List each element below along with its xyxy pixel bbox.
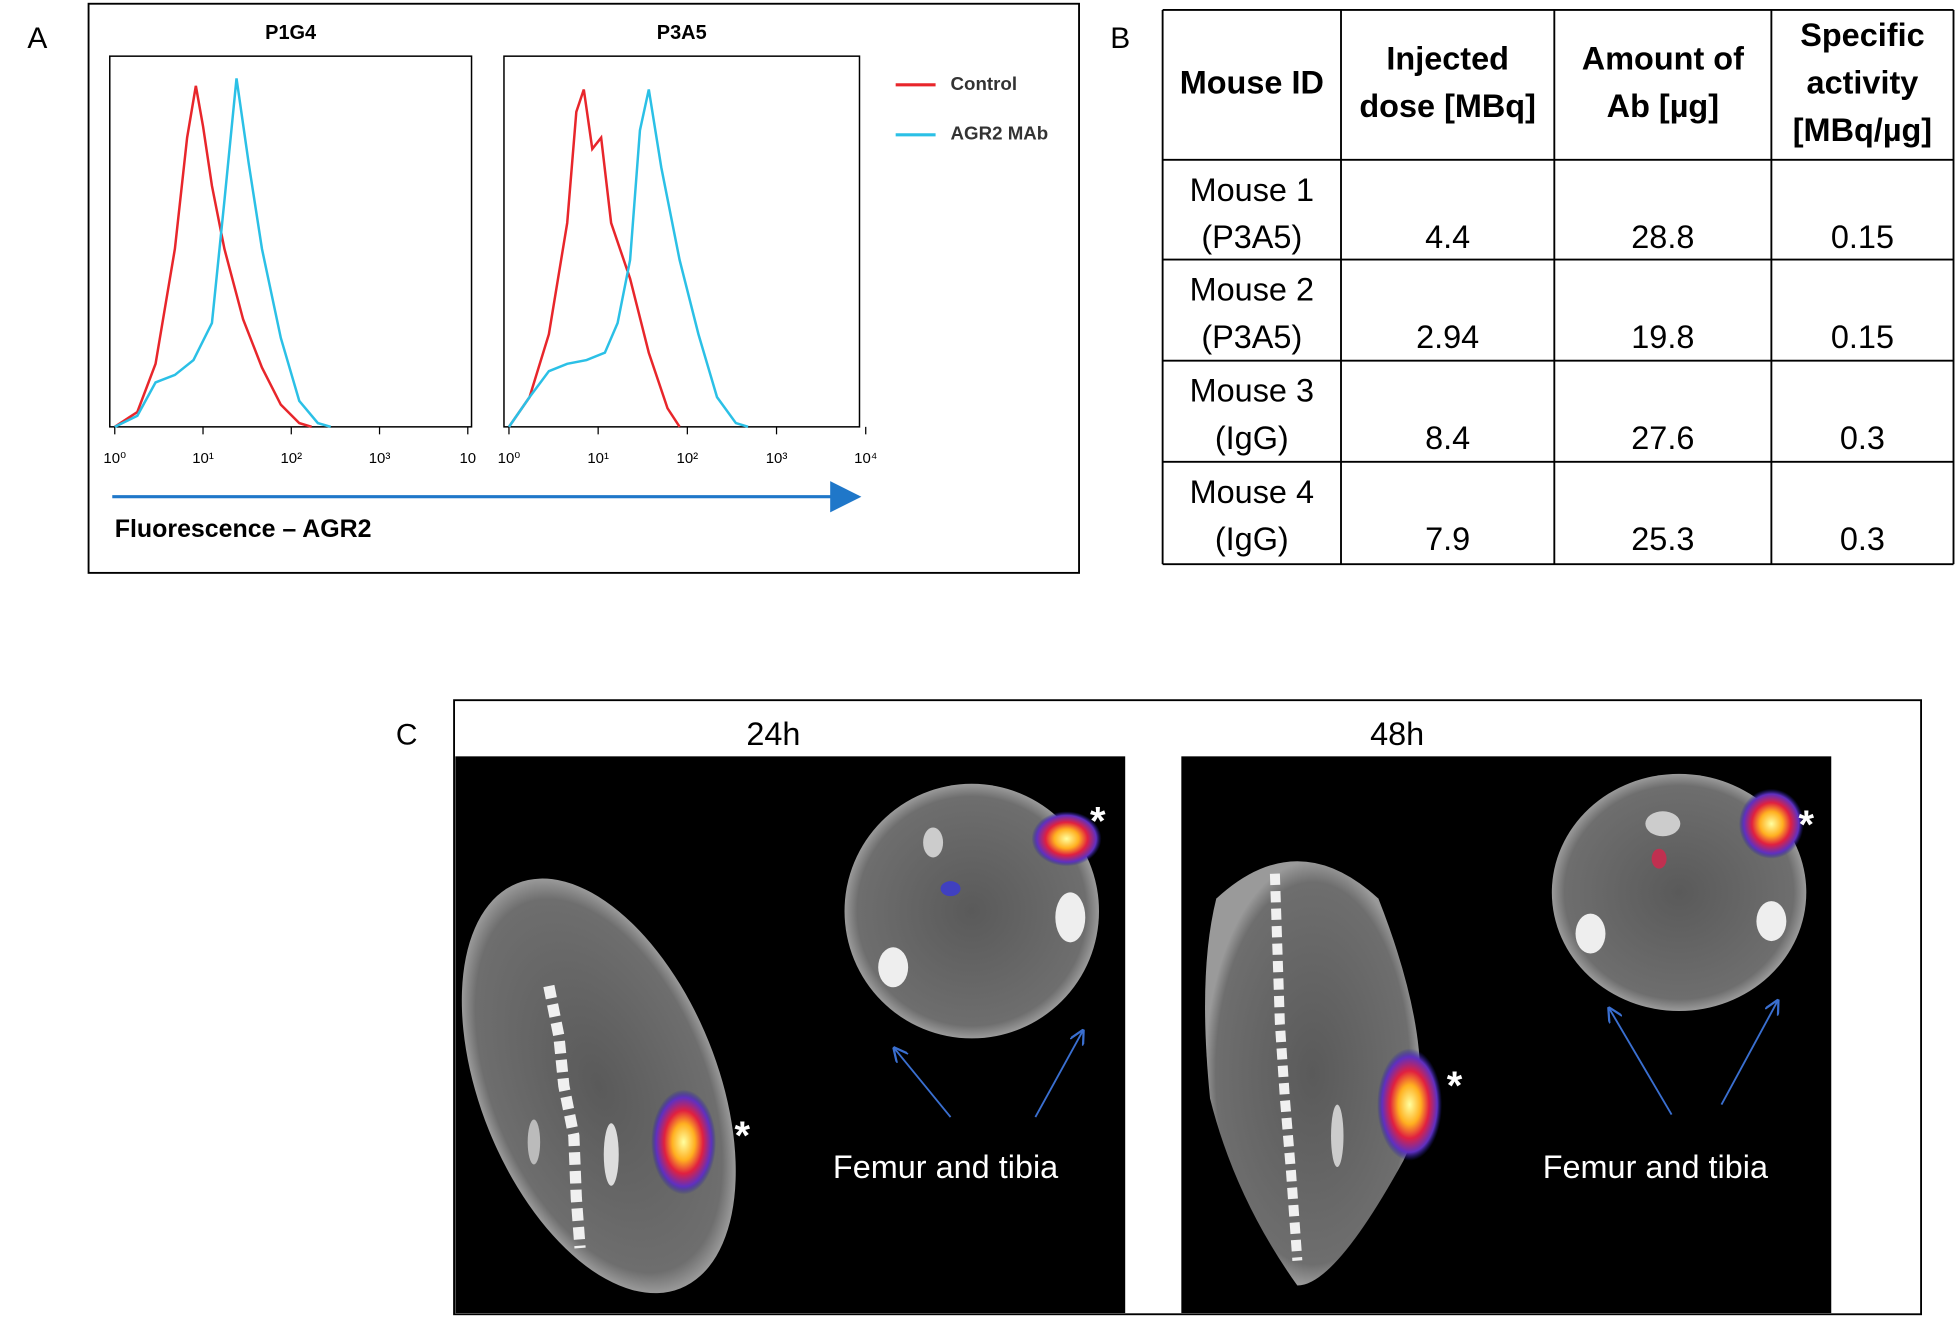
table-cell: 2.94 — [1416, 319, 1479, 355]
table-cell: (IgG) — [1215, 420, 1289, 456]
table-header: Amount of — [1582, 41, 1744, 77]
asterisk: * — [734, 1114, 750, 1158]
x-tick-label: 10⁰ — [103, 450, 126, 467]
chart-title: P1G4 — [265, 22, 316, 44]
x-tick-label: 10 — [459, 450, 476, 467]
panel-frame — [87, 2, 1080, 574]
panel-label: A — [27, 22, 47, 55]
panel-label: C — [396, 718, 418, 751]
x-tick-label: 10¹ — [587, 450, 609, 467]
x-axis-label: Fluorescence – AGR2 — [115, 515, 372, 543]
table-cell: (IgG) — [1215, 521, 1289, 557]
ct-image-48h — [1181, 756, 1832, 1314]
table-cell: 0.15 — [1831, 319, 1894, 355]
table-cell: 8.4 — [1425, 420, 1470, 456]
table-cell: Mouse 3 — [1190, 373, 1314, 409]
x-tick-label: 10³ — [766, 450, 788, 467]
table-cell: 19.8 — [1631, 319, 1694, 355]
plot-frame — [503, 55, 861, 428]
table-cell: Mouse 4 — [1190, 474, 1314, 510]
x-tick-label: 10² — [677, 450, 699, 467]
table-cell: 4.4 — [1425, 219, 1470, 255]
table-header: dose [MBq] — [1359, 88, 1536, 124]
table-header: Specific — [1800, 17, 1924, 53]
table-cell: 0.3 — [1840, 521, 1885, 557]
histogram-line — [114, 85, 312, 429]
panel-frame — [453, 699, 1923, 1316]
histogram-line — [507, 89, 681, 428]
asterisk: * — [1447, 1064, 1463, 1108]
table-header: Mouse ID — [1180, 64, 1324, 100]
image-title: 48h — [1370, 716, 1424, 752]
table-cell: Mouse 1 — [1190, 172, 1314, 208]
table-cell: (P3A5) — [1201, 219, 1302, 255]
table-cell: 0.15 — [1831, 219, 1894, 255]
x-tick-label: 10³ — [369, 450, 391, 467]
table-header: [MBq/µg] — [1793, 112, 1932, 148]
annotation: Femur and tibia — [833, 1149, 1059, 1185]
table-header: activity — [1807, 64, 1919, 100]
legend-label: AGR2 MAb — [951, 123, 1049, 144]
table-cell: 25.3 — [1631, 521, 1694, 557]
asterisk: * — [1799, 803, 1815, 847]
ct-image-24h — [455, 756, 1126, 1314]
x-tick-label: 10⁰ — [498, 450, 521, 467]
histogram-line — [507, 89, 749, 429]
asterisk: * — [1090, 799, 1106, 843]
table-cell: 28.8 — [1631, 219, 1694, 255]
annotation: Femur and tibia — [1543, 1149, 1769, 1185]
table-header: Injected — [1386, 41, 1509, 77]
table-cell: 7.9 — [1425, 521, 1470, 557]
table-header: Ab [µg] — [1607, 88, 1719, 124]
x-tick-label: 10⁴ — [854, 450, 877, 467]
histogram-line — [114, 78, 332, 429]
panel-label: B — [1110, 22, 1130, 55]
table-cell: (P3A5) — [1201, 319, 1302, 355]
x-tick-label: 10² — [280, 450, 302, 467]
image-title: 24h — [746, 716, 800, 752]
x-tick-label: 10¹ — [192, 450, 214, 467]
table-cell: 0.3 — [1840, 420, 1885, 456]
chart-title: P3A5 — [657, 22, 707, 44]
table-cell: 27.6 — [1631, 420, 1694, 456]
table-cell: Mouse 2 — [1190, 272, 1314, 308]
legend-label: Control — [951, 73, 1017, 94]
